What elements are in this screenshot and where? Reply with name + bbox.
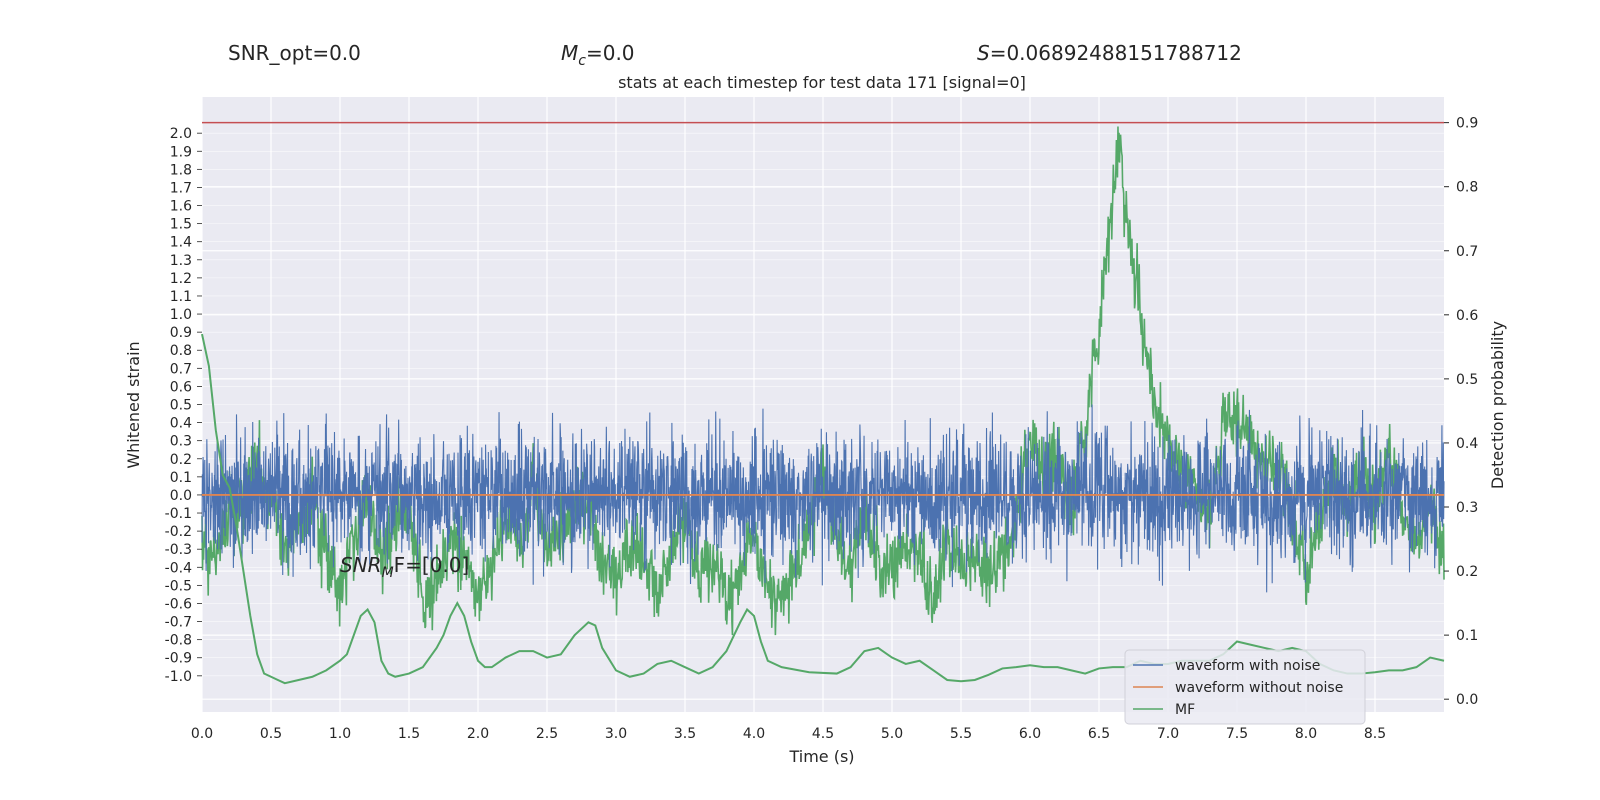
right-tick-label: 0.7 <box>1456 244 1478 260</box>
waveform-with-noise-series <box>201 404 1445 593</box>
left-tick-label: 0.5 <box>170 398 192 414</box>
left-tick-label: 0.7 <box>170 361 192 377</box>
left-axis-ticks: -1.0 -0.9 -0.8 -0.7 -0.6 -0.5 -0.4 -0.3 -0.2 -0.1… <box>165 126 202 685</box>
x-tick-label: 5.5 <box>950 726 972 742</box>
left-tick-label: 1.3 <box>170 253 192 269</box>
right-tick-label: 0.1 <box>1456 628 1478 644</box>
left-tick-label: 0.4 <box>170 416 192 432</box>
legend-label-clean: waveform without noise <box>1175 680 1343 696</box>
left-tick-label: 1.7 <box>170 180 192 196</box>
x-tick-label: 6.0 <box>1019 726 1041 742</box>
legend: waveform with noise waveform without noi… <box>1124 649 1366 725</box>
x-tick-label: 2.5 <box>536 726 558 742</box>
x-tick-label: 5.0 <box>881 726 903 742</box>
left-axis-label: Whitened strain <box>124 341 143 468</box>
left-tick-label: -0.2 <box>165 524 192 540</box>
x-tick-label: 0.0 <box>191 726 213 742</box>
left-tick-label: -1.0 <box>165 669 192 685</box>
left-tick-label: 0.8 <box>170 343 192 359</box>
left-tick-label: -0.7 <box>165 615 192 631</box>
left-tick-label: 1.8 <box>170 162 192 178</box>
s-statistic-text: S=0.06892488151788712 <box>977 41 1242 65</box>
left-tick-label: 1.6 <box>170 199 192 215</box>
left-tick-label: 0.3 <box>170 434 192 450</box>
s-statistic-value: =0.06892488151788712 <box>990 41 1242 65</box>
left-tick-label: -0.5 <box>165 578 192 594</box>
x-tick-label: 8.5 <box>1364 726 1386 742</box>
legend-label-noise: waveform with noise <box>1175 658 1320 674</box>
right-tick-label: 0.2 <box>1456 564 1478 580</box>
right-tick-label: 0.9 <box>1456 116 1478 132</box>
right-axis-ticks: 0.0 0.1 0.2 0.3 0.4 0.5 0.6 0.7 0.8 0.9 <box>1444 116 1478 708</box>
right-tick-label: 0.5 <box>1456 372 1478 388</box>
chirp-mass-subscript: c <box>578 53 586 69</box>
left-tick-label: 0.0 <box>170 488 192 504</box>
x-tick-label: 3.0 <box>605 726 627 742</box>
right-tick-label: 0.8 <box>1456 180 1478 196</box>
x-tick-label: 1.5 <box>398 726 420 742</box>
left-tick-label: -0.8 <box>165 633 192 649</box>
x-tick-label: 3.5 <box>674 726 696 742</box>
left-tick-label: 0.2 <box>170 452 192 468</box>
snr-mf-main: SNR <box>340 553 382 577</box>
x-tick-label: 7.0 <box>1157 726 1179 742</box>
snr-mf-subscript: M <box>382 565 394 581</box>
left-tick-label: 0.9 <box>170 325 192 341</box>
left-tick-label: -0.4 <box>165 560 192 576</box>
left-tick-label: 1.5 <box>170 217 192 233</box>
x-tick-label: 6.5 <box>1088 726 1110 742</box>
x-tick-label: 0.5 <box>260 726 282 742</box>
right-axis-label: Detection probability <box>1488 321 1507 489</box>
left-tick-label: 1.9 <box>170 144 192 160</box>
right-tick-label: 0.3 <box>1456 500 1478 516</box>
x-tick-label: 7.5 <box>1226 726 1248 742</box>
snr-opt-text: SNR_opt=0.0 <box>228 41 361 65</box>
snr-mf-annotation: SNRMF=[0.0] <box>340 553 469 581</box>
chirp-mass-symbol: M <box>561 41 578 65</box>
x-tick-label: 1.0 <box>329 726 351 742</box>
left-tick-label: 0.6 <box>170 379 192 395</box>
x-axis-ticks: 0.0 0.5 1.0 1.5 2.0 2.5 3.0 3.5 4.0 4.5 5.0 5.5 6.0 6… <box>191 726 1386 742</box>
left-tick-label: -0.3 <box>165 542 192 558</box>
left-tick-label: -0.6 <box>165 596 192 612</box>
chart-title: stats at each timestep for test data 171… <box>618 73 1026 92</box>
left-tick-label: 1.4 <box>170 235 192 251</box>
x-tick-label: 8.0 <box>1295 726 1317 742</box>
legend-box <box>1124 649 1366 725</box>
snr-mf-rest: F=[0.0] <box>394 553 470 577</box>
right-tick-label: 0.6 <box>1456 308 1478 324</box>
left-tick-label: -0.9 <box>165 651 192 667</box>
left-tick-label: 1.1 <box>170 289 192 305</box>
right-tick-label: 0.0 <box>1456 692 1478 708</box>
x-tick-label: 4.0 <box>743 726 765 742</box>
x-tick-label: 4.5 <box>812 726 834 742</box>
x-tick-label: 2.0 <box>467 726 489 742</box>
x-axis-label: Time (s) <box>788 747 854 766</box>
chirp-mass-text: Mc=0.0 <box>561 41 635 69</box>
chirp-mass-value: =0.0 <box>586 41 635 65</box>
left-tick-label: 2.0 <box>170 126 192 142</box>
waveform-with-noise-line <box>201 404 1445 593</box>
s-statistic-symbol: S <box>977 41 990 65</box>
legend-label-mf: MF <box>1175 702 1195 718</box>
right-tick-label: 0.4 <box>1456 436 1478 452</box>
left-tick-label: -0.1 <box>165 506 192 522</box>
left-tick-label: 0.1 <box>170 470 192 486</box>
left-tick-label: 1.2 <box>170 271 192 287</box>
left-tick-label: 1.0 <box>170 307 192 323</box>
